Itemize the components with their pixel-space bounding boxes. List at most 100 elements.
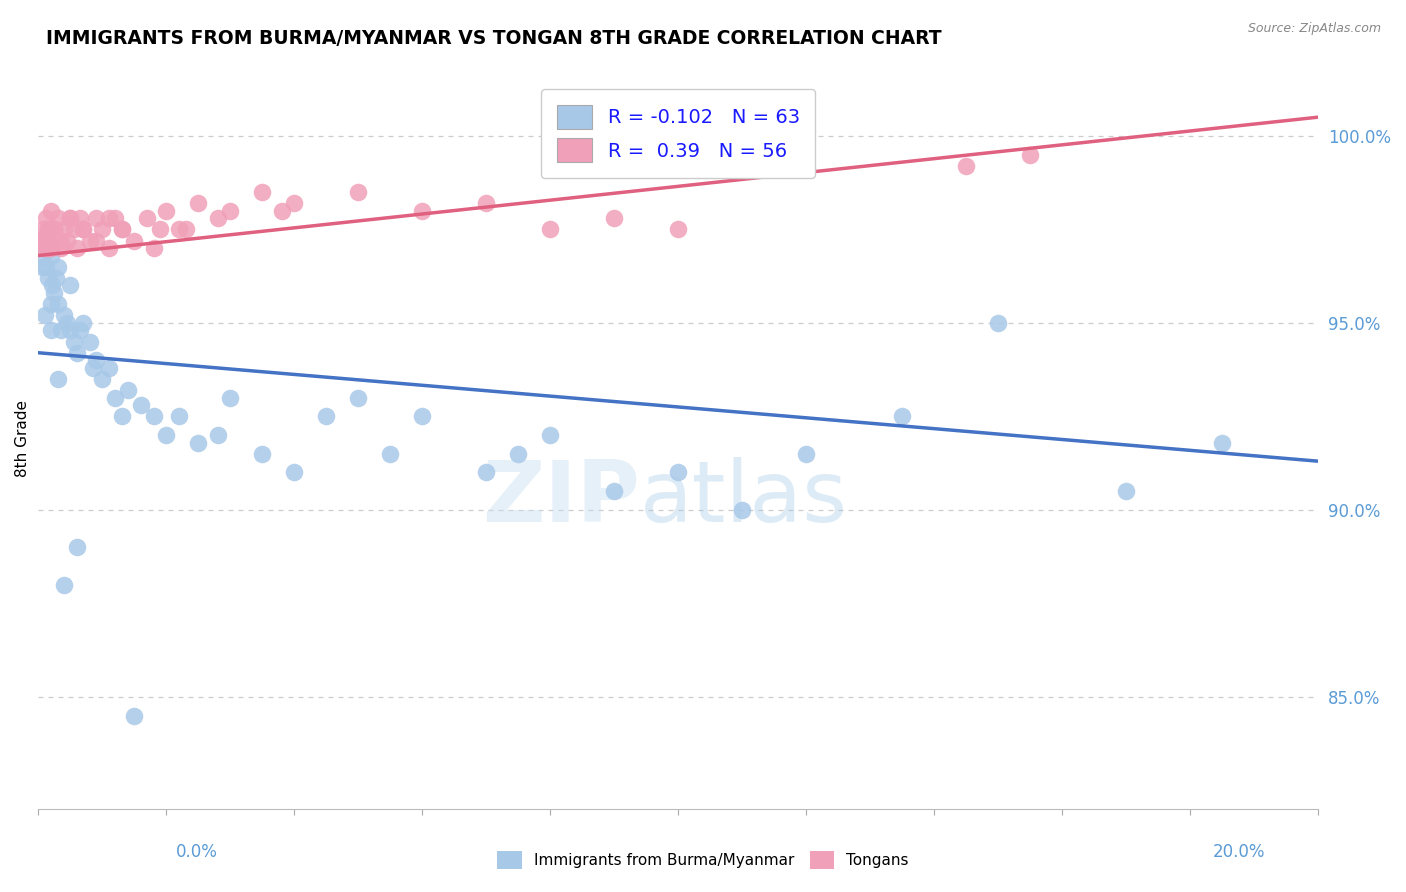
Point bbox=[62, 334, 84, 349]
Point bbox=[1211, 435, 1233, 450]
Point bbox=[32, 222, 55, 236]
Point bbox=[603, 211, 626, 226]
Point bbox=[72, 222, 94, 236]
Point bbox=[283, 466, 305, 480]
Point bbox=[149, 222, 172, 236]
Point bbox=[79, 334, 101, 349]
Point bbox=[167, 409, 190, 424]
Point bbox=[219, 203, 242, 218]
Point bbox=[44, 285, 66, 300]
Point bbox=[97, 241, 120, 255]
Point bbox=[39, 241, 62, 255]
Point bbox=[46, 260, 69, 274]
Point bbox=[891, 409, 914, 424]
Y-axis label: 8th Grade: 8th Grade bbox=[15, 401, 30, 477]
Point bbox=[955, 159, 977, 173]
Point bbox=[44, 222, 66, 236]
Point bbox=[37, 222, 59, 236]
Point bbox=[129, 398, 152, 412]
Point bbox=[187, 196, 209, 211]
Point bbox=[508, 447, 530, 461]
Point bbox=[39, 323, 62, 337]
Point bbox=[69, 323, 91, 337]
Point bbox=[31, 260, 53, 274]
Point bbox=[38, 234, 60, 248]
Point bbox=[270, 203, 292, 218]
Point bbox=[207, 428, 229, 442]
Point bbox=[59, 278, 82, 293]
Point bbox=[66, 540, 89, 554]
Point bbox=[39, 203, 62, 218]
Point bbox=[72, 222, 94, 236]
Point bbox=[155, 203, 177, 218]
Point bbox=[37, 271, 59, 285]
Point bbox=[207, 211, 229, 226]
Point bbox=[110, 409, 132, 424]
Point bbox=[35, 211, 58, 226]
Point bbox=[49, 241, 72, 255]
Point bbox=[110, 222, 132, 236]
Point bbox=[475, 196, 498, 211]
Point bbox=[91, 372, 114, 386]
Point bbox=[97, 360, 120, 375]
Point bbox=[44, 222, 66, 236]
Point bbox=[411, 409, 433, 424]
Point bbox=[52, 577, 75, 591]
Legend: R = -0.102   N = 63, R =  0.39   N = 56: R = -0.102 N = 63, R = 0.39 N = 56 bbox=[541, 89, 815, 178]
Point bbox=[124, 708, 146, 723]
Point bbox=[347, 391, 370, 405]
Point bbox=[731, 503, 754, 517]
Point bbox=[31, 241, 53, 255]
Point bbox=[52, 309, 75, 323]
Point bbox=[52, 222, 75, 236]
Point bbox=[59, 211, 82, 226]
Point bbox=[41, 278, 63, 293]
Point bbox=[283, 196, 305, 211]
Point bbox=[32, 248, 55, 262]
Point bbox=[56, 234, 79, 248]
Point bbox=[347, 185, 370, 199]
Point bbox=[79, 234, 101, 248]
Point bbox=[46, 372, 69, 386]
Point bbox=[187, 435, 209, 450]
Point bbox=[174, 222, 197, 236]
Point bbox=[34, 234, 56, 248]
Point bbox=[252, 447, 274, 461]
Point bbox=[1115, 484, 1137, 499]
Point bbox=[538, 428, 561, 442]
Text: 0.0%: 0.0% bbox=[176, 843, 218, 861]
Point bbox=[117, 383, 139, 397]
Point bbox=[794, 447, 817, 461]
Point bbox=[34, 229, 56, 244]
Point bbox=[49, 323, 72, 337]
Point bbox=[91, 222, 114, 236]
Point bbox=[39, 297, 62, 311]
Point bbox=[82, 360, 104, 375]
Point bbox=[56, 316, 79, 330]
Point bbox=[49, 234, 72, 248]
Point bbox=[38, 241, 60, 255]
Text: ZIP: ZIP bbox=[482, 457, 640, 540]
Point bbox=[142, 409, 165, 424]
Point bbox=[35, 241, 58, 255]
Point bbox=[538, 222, 561, 236]
Point bbox=[66, 345, 89, 359]
Point bbox=[84, 211, 107, 226]
Point bbox=[84, 353, 107, 368]
Point bbox=[34, 309, 56, 323]
Point bbox=[1019, 147, 1042, 161]
Point bbox=[380, 447, 402, 461]
Text: atlas: atlas bbox=[640, 457, 848, 540]
Point bbox=[219, 391, 242, 405]
Point bbox=[59, 323, 82, 337]
Point bbox=[59, 211, 82, 226]
Point bbox=[35, 260, 58, 274]
Point bbox=[37, 241, 59, 255]
Legend: Immigrants from Burma/Myanmar, Tongans: Immigrants from Burma/Myanmar, Tongans bbox=[491, 845, 915, 875]
Point bbox=[45, 234, 67, 248]
Point bbox=[84, 234, 107, 248]
Text: Source: ZipAtlas.com: Source: ZipAtlas.com bbox=[1247, 22, 1381, 36]
Point bbox=[136, 211, 159, 226]
Point bbox=[155, 428, 177, 442]
Point bbox=[603, 484, 626, 499]
